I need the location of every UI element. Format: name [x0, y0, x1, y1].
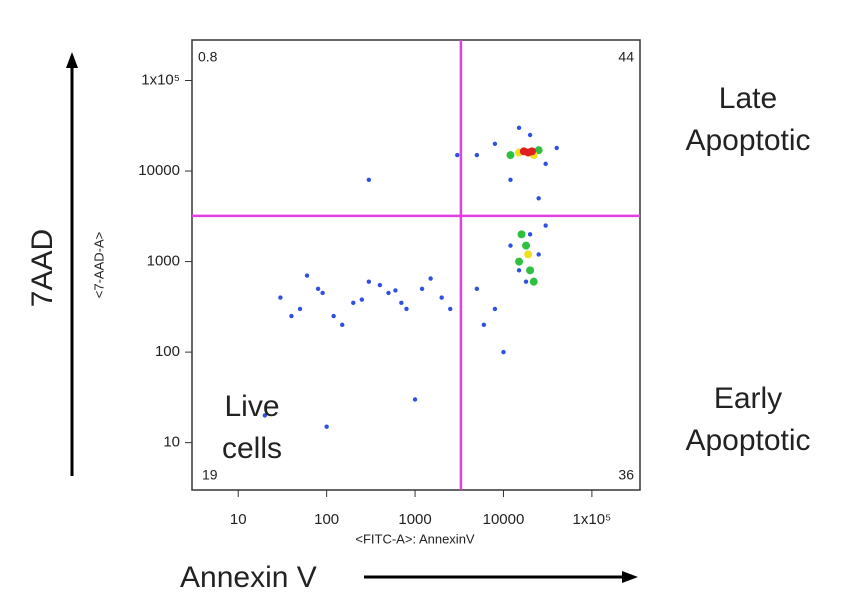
point [359, 297, 365, 302]
point [527, 147, 536, 156]
x-arrowhead [622, 571, 638, 583]
point [412, 397, 418, 402]
point [523, 279, 529, 284]
x-tick-label: 100 [314, 511, 339, 528]
point [508, 243, 513, 248]
point [517, 230, 526, 239]
point [331, 313, 336, 319]
point [492, 141, 498, 146]
point [508, 177, 513, 183]
point [289, 313, 294, 319]
point [393, 288, 398, 293]
point [448, 306, 453, 312]
quadrant-value: 36 [618, 467, 634, 483]
quadrant-value: 0.8 [198, 49, 218, 65]
y-arrowhead [66, 52, 78, 68]
point [377, 282, 383, 288]
outer-x-label: Annexin V [180, 561, 317, 594]
point [543, 161, 548, 167]
y-tick-label: 10000 [138, 162, 180, 179]
quadrant-label: Apoptotic [685, 424, 810, 457]
point [515, 257, 524, 266]
quadrant-label: Late [719, 82, 777, 115]
quadrant-value: 19 [202, 467, 218, 483]
point [524, 250, 533, 259]
point [366, 177, 372, 183]
point [536, 252, 541, 257]
point [543, 223, 548, 228]
y-tick-label: 1000 [147, 253, 180, 270]
point [428, 276, 433, 281]
point [297, 306, 303, 312]
point [527, 132, 533, 138]
point [455, 152, 460, 158]
point [324, 424, 329, 429]
x-tick-label: 1x10⁵ [573, 511, 612, 528]
point [554, 145, 559, 151]
y-tick-label: 100 [155, 343, 180, 360]
y-tick-label: 10 [163, 434, 180, 451]
point [315, 286, 321, 292]
quadrant-label: Early [714, 382, 782, 415]
point [366, 279, 372, 284]
x-tick-label: 1000 [398, 511, 431, 528]
point [534, 146, 543, 155]
point [320, 290, 325, 296]
point [516, 268, 522, 273]
point [439, 295, 444, 300]
y-axis-label: <7-AAD-A> [91, 232, 106, 298]
point [522, 241, 531, 250]
point [501, 349, 506, 355]
point [386, 290, 391, 296]
x-tick-label: 10000 [483, 511, 525, 528]
quadrant-label: cells [222, 432, 282, 465]
quadrant-label: Apoptotic [685, 124, 810, 157]
point [516, 125, 522, 131]
point [351, 300, 356, 306]
outer-y-label: 7AAD [26, 229, 59, 307]
x-tick-label: 10 [230, 511, 247, 528]
plot-frame [191, 39, 641, 491]
point [278, 295, 283, 300]
point [529, 277, 538, 286]
point [506, 151, 515, 160]
point [340, 322, 345, 328]
point [492, 306, 498, 312]
y-tick-label: 1x10⁵ [141, 71, 180, 88]
point [399, 300, 404, 306]
point [419, 286, 425, 292]
point [262, 413, 268, 418]
quadrant-label: Live [224, 390, 279, 423]
x-axis-label: <FITC-A>: AnnexinV [355, 531, 475, 546]
point [481, 322, 487, 328]
point [404, 306, 409, 312]
point [526, 266, 535, 275]
quadrant-value: 44 [618, 49, 634, 65]
point [527, 232, 533, 237]
point [304, 273, 310, 278]
point [536, 196, 541, 201]
point [474, 152, 480, 158]
point [474, 286, 480, 292]
